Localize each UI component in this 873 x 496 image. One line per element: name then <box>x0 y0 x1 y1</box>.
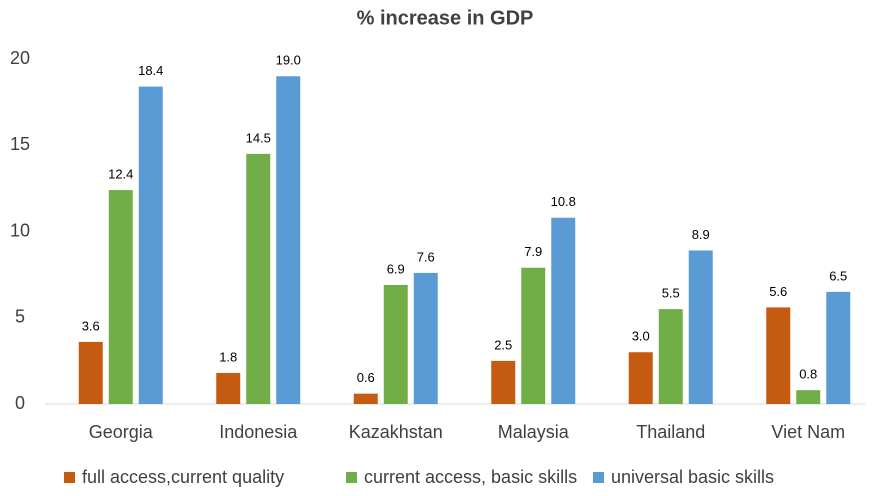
value-label: 3.6 <box>82 318 100 333</box>
value-label: 8.9 <box>692 227 710 242</box>
bar <box>216 372 241 404</box>
x-tick-label: Malaysia <box>498 422 570 442</box>
bar <box>551 217 576 404</box>
bar <box>276 76 301 404</box>
bar <box>78 341 103 404</box>
y-tick-label: 20 <box>10 48 30 68</box>
legend-label: universal basic skills <box>611 467 774 487</box>
value-label: 5.5 <box>662 286 680 301</box>
bar <box>108 190 133 404</box>
bar <box>246 153 271 404</box>
y-tick-label: 0 <box>15 393 25 413</box>
bar <box>413 272 438 404</box>
x-tick-label: Viet Nam <box>771 422 845 442</box>
value-label: 7.9 <box>524 244 542 259</box>
bar <box>658 309 683 404</box>
bar <box>138 86 163 404</box>
value-label: 0.6 <box>357 370 375 385</box>
bar <box>383 284 408 404</box>
bar <box>628 352 653 404</box>
bar <box>766 307 791 404</box>
legend-label: current access, basic skills <box>364 467 577 487</box>
legend-swatch <box>64 472 75 483</box>
value-label: 14.5 <box>246 130 271 145</box>
bar <box>826 291 851 404</box>
y-tick-label: 5 <box>15 307 25 327</box>
x-tick-label: Thailand <box>636 422 705 442</box>
x-tick-label: Indonesia <box>219 422 298 442</box>
chart-title: % increase in GDP <box>357 7 534 29</box>
bar <box>796 390 821 404</box>
value-label: 19.0 <box>276 53 301 68</box>
value-label: 12.4 <box>108 167 133 182</box>
value-label: 6.9 <box>387 261 405 276</box>
value-label: 5.6 <box>769 284 787 299</box>
x-tick-label: Georgia <box>89 422 154 442</box>
legend-swatch <box>593 472 604 483</box>
y-tick-label: 15 <box>10 134 30 154</box>
bar <box>521 267 546 404</box>
bar <box>491 360 516 404</box>
bar <box>688 250 713 404</box>
bar <box>353 393 378 404</box>
y-tick-label: 10 <box>10 220 30 240</box>
value-label: 3.0 <box>632 329 650 344</box>
value-label: 7.6 <box>417 249 435 264</box>
legend-label: full access,current quality <box>82 467 284 487</box>
value-label: 18.4 <box>138 63 163 78</box>
value-label: 2.5 <box>494 337 512 352</box>
value-label: 0.8 <box>799 367 817 382</box>
value-label: 6.5 <box>829 268 847 283</box>
value-label: 1.8 <box>219 349 237 364</box>
value-label: 10.8 <box>551 194 576 209</box>
x-tick-label: Kazakhstan <box>349 422 443 442</box>
legend-swatch <box>346 472 357 483</box>
